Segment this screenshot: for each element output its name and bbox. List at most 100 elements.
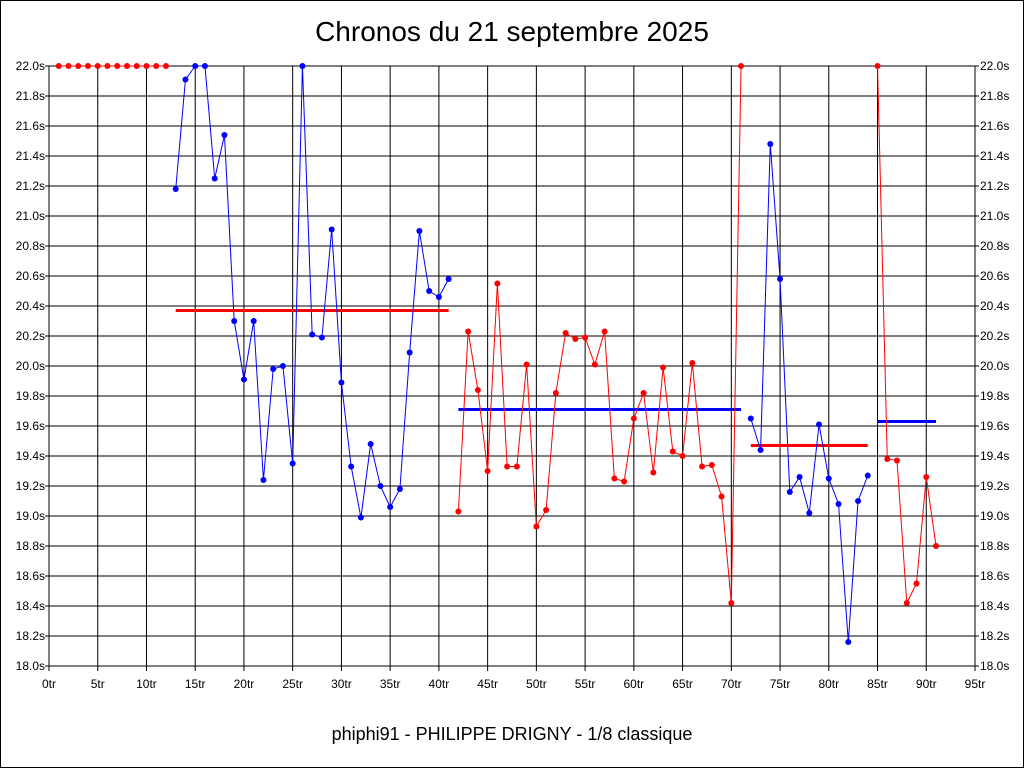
data-point [640,390,647,396]
data-point [591,361,598,368]
data-point [133,63,140,69]
y-tick-label-right: 18.0s [980,659,1009,673]
y-tick-label-right: 18.2s [980,629,1009,643]
data-point [65,63,72,69]
data-point [192,63,199,69]
y-tick-label-left: 21.4s [16,149,45,163]
y-tick-label-right: 20.6s [980,269,1009,283]
y-tick-label-right: 19.0s [980,509,1009,523]
data-point [650,469,657,476]
y-tick-label-left: 19.2s [16,479,45,493]
y-tick-label-left: 19.6s [16,419,45,433]
y-tick-label-right: 19.6s [980,419,1009,433]
data-point [357,514,364,521]
x-tick-label: 70tr [721,677,742,691]
data-point [484,468,491,474]
y-tick-label-left: 21.2s [16,179,45,193]
y-tick-label-left: 22.0s [16,59,45,73]
y-tick-label-left: 20.6s [16,269,45,283]
data-point [94,63,101,69]
series-line [877,65,937,605]
data-point [211,175,218,182]
data-point [845,639,852,645]
data-point [728,600,735,606]
y-tick-label-left: 18.4s [16,599,45,613]
data-point [533,523,540,530]
data-point [903,600,910,606]
y-tick-label-left: 20.2s [16,329,45,343]
data-point [299,63,306,69]
data-point [552,390,559,396]
x-tick-label: 75tr [770,677,791,691]
y-tick-label-right: 18.8s [980,539,1009,553]
y-tick-label-right: 21.2s [980,179,1009,193]
data-point [153,63,160,69]
data-point [143,63,150,69]
data-point [601,328,608,335]
data-point [611,475,618,482]
data-point [377,483,384,489]
data-point [913,580,920,587]
x-tick-label: 45tr [477,677,498,691]
data-point [679,453,686,459]
y-tick-label-right: 19.2s [980,479,1009,493]
y-tick-label-left: 21.0s [16,209,45,223]
x-tick-label: 60tr [623,677,644,691]
y-tick-label-left: 19.8s [16,389,45,403]
data-point [884,456,891,462]
grid-layer [45,65,979,671]
data-point [250,318,257,324]
y-tick-label-left: 19.0s [16,509,45,523]
x-tick-label: 50tr [526,677,547,691]
x-tick-label: 30tr [331,677,352,691]
data-point [660,364,667,371]
data-point [474,387,481,393]
data-point [747,415,754,422]
y-tick-label-right: 20.4s [980,299,1009,313]
data-point [201,63,208,69]
data-point [718,493,725,500]
x-tick-label: 15tr [185,677,206,691]
data-point [708,462,715,468]
chart-title: Chronos du 21 septembre 2025 [315,16,709,47]
data-point [465,328,472,335]
x-tick-label: 10tr [136,677,157,691]
y-tick-label-left: 19.4s [16,449,45,463]
x-tick-label: 0tr [42,677,56,691]
x-tick-label: 35tr [380,677,401,691]
data-point [669,448,676,455]
data-point [75,63,82,69]
data-point [406,349,413,356]
x-tick-label: 95tr [965,677,986,691]
data-point [328,226,335,233]
data-point [835,501,842,507]
data-point [504,463,511,470]
data-point [445,276,452,282]
x-tick-label: 25tr [282,677,303,691]
y-tick-label-left: 20.0s [16,359,45,373]
data-point [289,460,296,467]
data-point [367,441,374,447]
data-point [387,504,394,510]
data-point [757,447,764,453]
data-point [864,472,871,479]
data-point [630,415,637,422]
data-point [582,334,589,341]
y-tick-label-right: 20.0s [980,359,1009,373]
y-tick-label-right: 19.4s [980,449,1009,463]
data-point [435,294,442,300]
data-point [855,498,862,504]
x-tick-label: 90tr [916,677,937,691]
data-point [318,334,325,341]
data-point [104,63,111,69]
tick-labels-layer: 0tr 5tr 10tr 15tr 20tr 25tr 30tr 35tr 40tr 45tr 50… [16,59,1010,691]
y-tick-label-left: 18.8s [16,539,45,553]
data-point [162,63,169,69]
data-point [621,478,628,485]
data-point [84,63,91,69]
chart-footer: phiphi91 - PHILIPPE DRIGNY - 1/8 classiq… [331,724,693,744]
data-point [240,376,247,383]
y-tick-label-right: 20.8s [980,239,1009,253]
y-tick-label-right: 18.4s [980,599,1009,613]
